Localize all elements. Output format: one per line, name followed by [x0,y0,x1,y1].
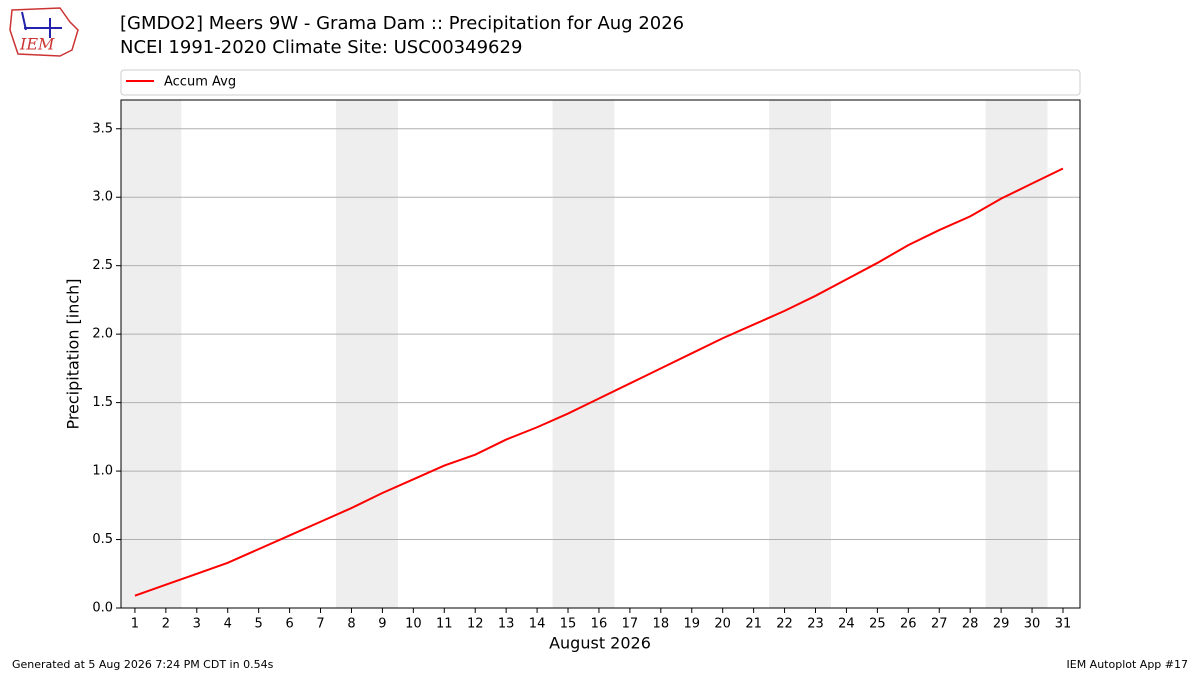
x-tick-label: 13 [498,617,515,632]
chart-subtitle: NCEI 1991-2020 Climate Site: USC00349629 [120,37,522,58]
x-tick-label: 21 [745,617,762,632]
logo-text: IEM [19,35,55,54]
x-tick-label: 5 [255,617,263,632]
x-tick-label: 20 [714,617,731,632]
x-tick-label: 4 [224,617,232,632]
y-tick-label: 0.5 [92,532,113,547]
x-tick-label: 6 [285,617,293,632]
y-tick-label: 2.0 [92,327,113,342]
data-line [134,167,1064,597]
x-tick-label: 30 [1024,617,1041,632]
footer-right: IEM Autoplot App #17 [1067,658,1189,671]
chart-title: [GMDO2] Meers 9W - Grama Dam :: Precipit… [120,13,684,34]
x-tick-label: 27 [931,617,948,632]
legend-label: Accum Avg [164,75,236,90]
footer-left: Generated at 5 Aug 2026 7:24 PM CDT in 0… [12,658,274,671]
plot-frame [120,99,1081,609]
x-tick-label: 28 [962,617,979,632]
x-tick-label: 25 [869,617,886,632]
x-tick-label: 3 [193,617,201,632]
weekend-shade [552,100,615,608]
y-tick-label: 1.5 [92,395,113,410]
x-tick-label: 11 [436,617,453,632]
logo-outline [9,7,79,57]
weekend-shade [769,100,831,608]
x-tick-label: 31 [1055,617,1072,632]
x-tick-label: 24 [838,617,855,632]
x-tick-label: 10 [405,617,422,632]
x-tick-label: 1 [131,617,139,632]
legend-box [120,69,1081,96]
logo: IEM [9,7,79,57]
x-tick-label: 29 [993,617,1010,632]
x-tick-label: 15 [560,617,577,632]
weekend-shade [121,100,182,608]
x-tick-label: 17 [622,617,639,632]
y-tick-label: 0.0 [92,601,113,616]
weekend-shade [336,100,398,608]
weekend-shade [985,100,1048,608]
x-tick-label: 2 [162,617,170,632]
x-tick-label: 7 [316,617,324,632]
x-tick-label: 26 [900,617,917,632]
x-tick-label: 22 [776,617,793,632]
y-tick-label: 1.0 [92,464,113,479]
x-tick-label: 14 [529,617,546,632]
x-tick-label: 18 [653,617,670,632]
x-axis-label: August 2026 [549,634,651,653]
x-tick-label: 9 [378,617,386,632]
x-tick-label: 23 [807,617,824,632]
y-tick-label: 3.0 [92,190,113,205]
y-axis-label: Precipitation [inch] [64,278,83,429]
x-tick-label: 19 [683,617,700,632]
x-tick-label: 16 [591,617,608,632]
y-tick-label: 2.5 [92,258,113,273]
x-tick-label: 8 [347,617,355,632]
x-tick-label: 12 [467,617,484,632]
y-tick-label: 3.5 [92,121,113,136]
